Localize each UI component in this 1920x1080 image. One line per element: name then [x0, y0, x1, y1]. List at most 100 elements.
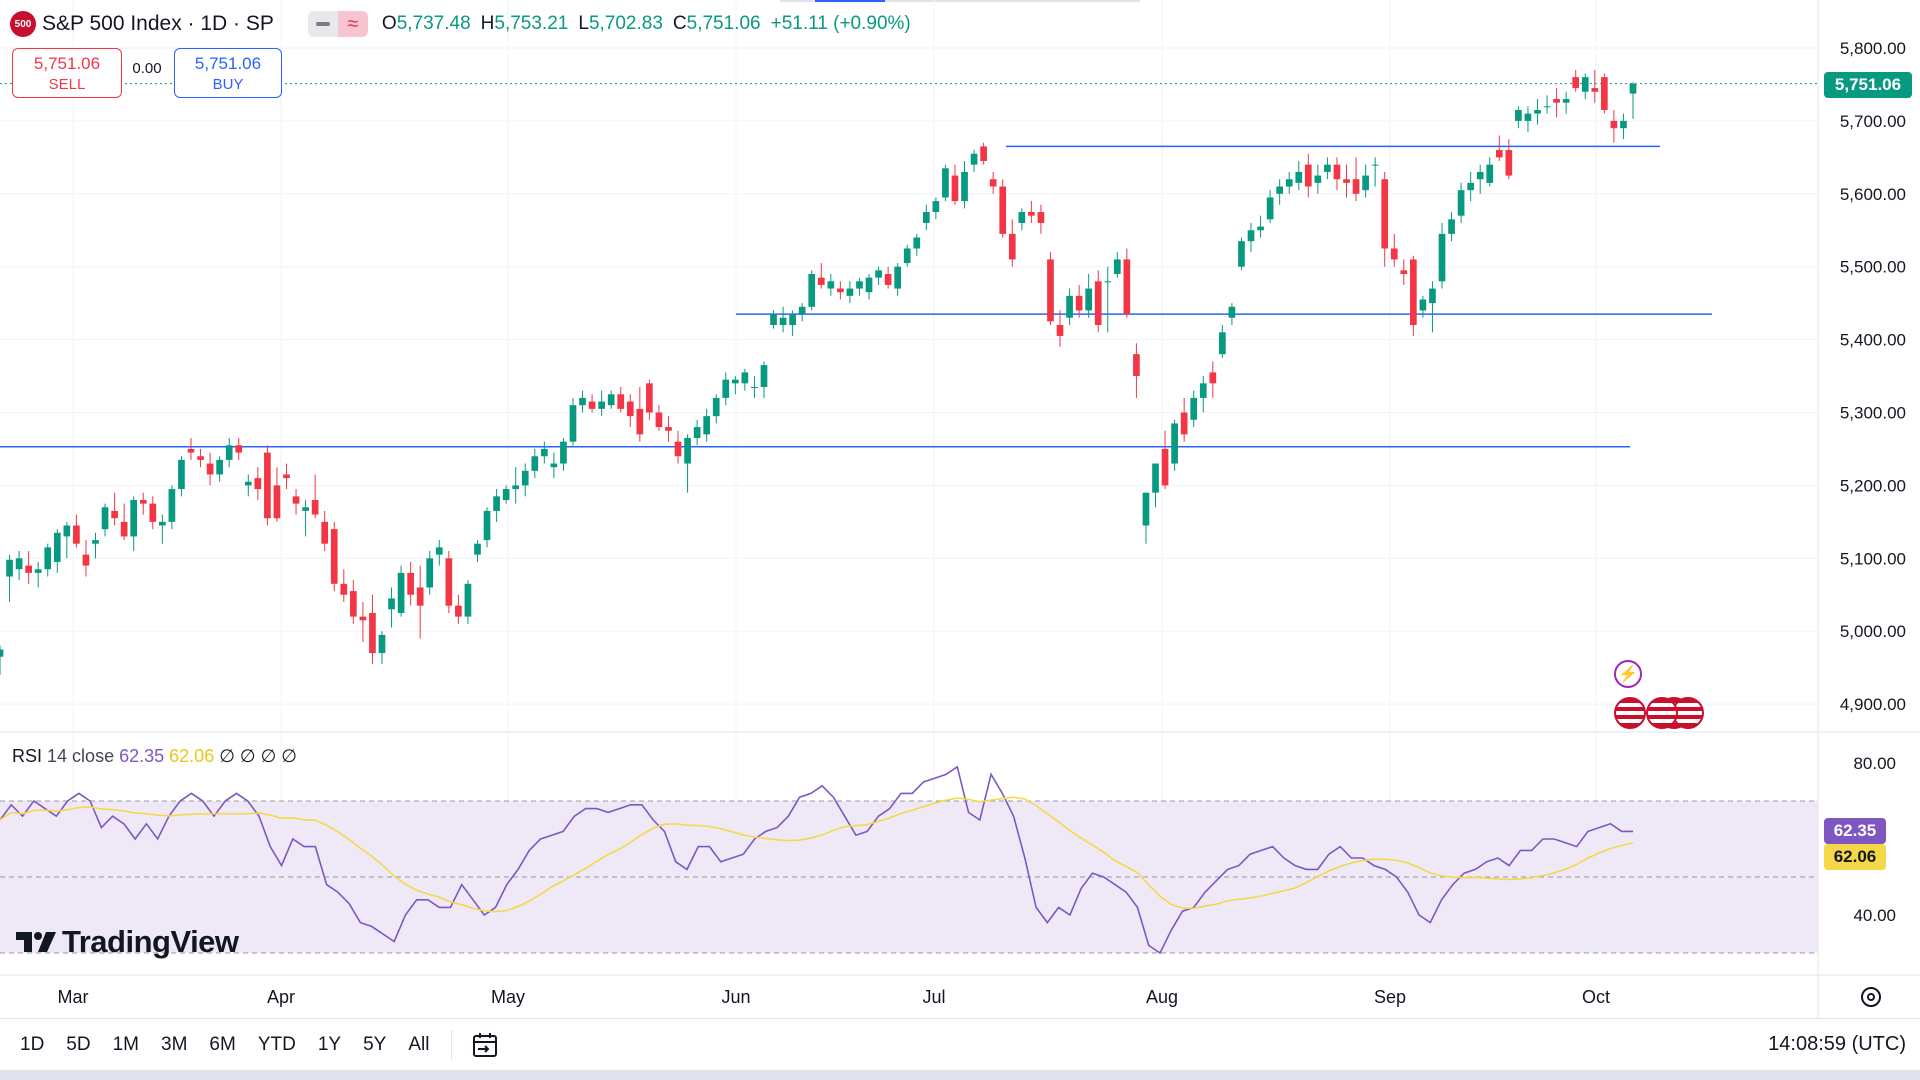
- candle-body: [703, 416, 711, 435]
- candle-body: [1199, 383, 1207, 398]
- candle-body: [655, 412, 663, 428]
- candle-body: [1476, 171, 1484, 180]
- lightning-event-icon[interactable]: ⚡: [1614, 660, 1642, 688]
- candle-body: [1438, 233, 1446, 282]
- candle-body: [1429, 288, 1436, 304]
- candle-body: [1629, 83, 1637, 94]
- candle-body: [273, 485, 281, 519]
- symbol-header: 500 S&P 500 Index · 1D · SP ≈ O5,737.48 …: [10, 10, 921, 38]
- candle-body: [1410, 259, 1417, 326]
- minus-icon[interactable]: [307, 11, 338, 37]
- candle-body: [149, 503, 157, 522]
- us-flag-event-icon[interactable]: [1672, 697, 1704, 729]
- candle-body: [550, 463, 558, 468]
- tradingview-icon: [16, 932, 56, 952]
- price-axis-label: 5,600.00: [1840, 185, 1906, 204]
- us-flag-event-icon[interactable]: [1646, 697, 1678, 729]
- candle-body: [684, 438, 691, 464]
- candle-body: [1400, 270, 1408, 274]
- tf-5d[interactable]: 5D: [66, 1034, 91, 1055]
- sell-button[interactable]: 5,751.06 SELL: [12, 48, 122, 98]
- candle-body: [292, 496, 300, 504]
- candle-body: [1467, 182, 1474, 191]
- chart-mode-toggle[interactable]: ≈: [307, 11, 368, 37]
- candle-body: [588, 401, 596, 409]
- candle-body: [837, 288, 844, 293]
- candle-body: [302, 507, 309, 511]
- candle-body: [980, 146, 987, 161]
- time-axis-label: Aug: [1146, 987, 1178, 1007]
- candle-body: [1610, 120, 1618, 129]
- buy-button[interactable]: 5,751.06 BUY: [174, 48, 282, 98]
- candle-body: [1133, 354, 1140, 377]
- candle-body: [1142, 492, 1150, 526]
- tf-all[interactable]: All: [408, 1034, 430, 1055]
- candle-body: [1209, 372, 1217, 384]
- candle-body: [1314, 175, 1322, 183]
- sell-label: SELL: [48, 75, 86, 93]
- rsi-ma-tag: 62.06: [1824, 844, 1886, 870]
- candle-body: [1295, 171, 1303, 183]
- candle-body: [1381, 179, 1389, 249]
- rsi-legend[interactable]: RSI 14 close 62.35 62.06 ∅ ∅ ∅ ∅: [12, 746, 297, 767]
- candle-body: [560, 441, 567, 464]
- candles: [0, 69, 1637, 675]
- tf-1d[interactable]: 1D: [20, 1034, 45, 1055]
- tf-1y[interactable]: 1Y: [317, 1034, 342, 1055]
- candle-body: [159, 521, 166, 526]
- candle-body: [1601, 77, 1608, 110]
- grid: [0, 0, 1920, 1018]
- candle-body: [435, 547, 443, 555]
- candle-body: [531, 456, 539, 471]
- time-axis-label: Oct: [1582, 987, 1610, 1007]
- candle-body: [1534, 109, 1541, 114]
- price-axis-label: 5,200.00: [1840, 476, 1906, 495]
- candle-body: [1018, 212, 1026, 223]
- candle-body: [235, 445, 243, 453]
- symbol-title[interactable]: S&P 500 Index · 1D · SP: [42, 12, 274, 35]
- candle-body: [397, 572, 405, 613]
- rsi-lines: [0, 765, 1634, 955]
- candle-body: [617, 394, 625, 409]
- us-flag-event-icon[interactable]: [1614, 697, 1646, 729]
- goto-date-calendar-icon[interactable]: [470, 1030, 500, 1060]
- tf-6m[interactable]: 6M: [209, 1034, 236, 1055]
- tf-5y[interactable]: 5Y: [363, 1034, 387, 1055]
- rsi-params: 14 close: [47, 746, 115, 766]
- candle-body: [1562, 99, 1570, 103]
- tf-ytd[interactable]: YTD: [257, 1034, 296, 1055]
- candle-body: [1448, 219, 1455, 234]
- candle-body: [579, 397, 586, 406]
- candle-body: [961, 171, 968, 202]
- candle-body: [808, 273, 816, 307]
- candle-body: [369, 612, 376, 654]
- candle-body: [63, 525, 71, 537]
- settings-gear-icon[interactable]: [1858, 984, 1884, 1010]
- candle-body: [1324, 164, 1331, 172]
- top-divider-accent: [815, 0, 885, 2]
- tf-3m[interactable]: 3M: [161, 1034, 188, 1055]
- candle-body: [1190, 397, 1198, 420]
- candle-body: [875, 270, 882, 278]
- candle-body: [225, 445, 233, 460]
- candle-body: [130, 499, 138, 537]
- candle-body: [913, 237, 921, 249]
- tradingview-logo[interactable]: TradingView: [16, 924, 239, 960]
- rsi-value-tag: 62.35: [1824, 818, 1886, 844]
- rsi-axis-label: 80.00: [1853, 754, 1896, 773]
- candle-body: [751, 386, 758, 388]
- candle-body: [1180, 412, 1188, 435]
- candle-body: [760, 365, 768, 387]
- candle-body: [6, 559, 13, 577]
- approx-icon[interactable]: ≈: [337, 11, 368, 37]
- candle-body: [15, 558, 23, 570]
- price-axis-label: 5,800.00: [1840, 39, 1906, 58]
- candle-body: [139, 499, 147, 504]
- candle-body: [445, 558, 453, 606]
- utc-clock[interactable]: 14:08:59 (UTC): [1768, 1033, 1906, 1055]
- candle-body: [1486, 164, 1494, 183]
- candle-body: [1085, 288, 1093, 311]
- tf-1m[interactable]: 1M: [112, 1034, 139, 1055]
- candle-body: [1219, 332, 1226, 355]
